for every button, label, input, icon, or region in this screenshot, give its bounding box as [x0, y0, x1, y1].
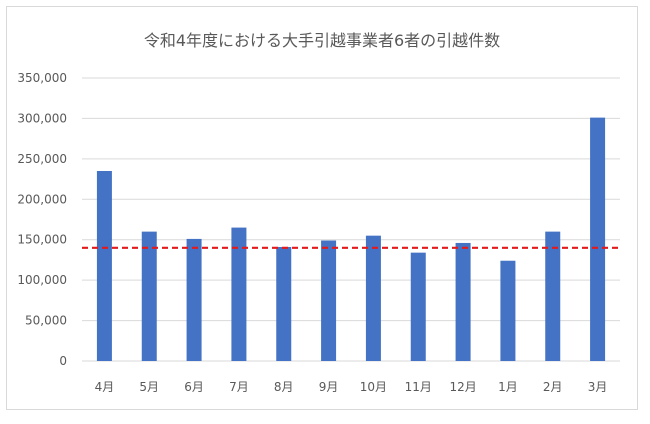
- bar: [276, 246, 292, 361]
- x-tick-label: 9月: [319, 380, 339, 394]
- x-tick-label: 5月: [139, 380, 159, 394]
- gridlines: [82, 77, 620, 362]
- x-tick-label: 10月: [360, 380, 387, 394]
- bar: [365, 235, 381, 361]
- bar: [410, 252, 426, 361]
- bar: [231, 227, 247, 361]
- bar: [500, 260, 516, 361]
- x-tick-label: 11月: [405, 380, 432, 394]
- x-tick-label: 3月: [588, 380, 608, 394]
- y-tick-label: 350,000: [17, 71, 67, 85]
- x-tick-label: 6月: [184, 380, 204, 394]
- x-tick-label: 2月: [543, 380, 563, 394]
- bars: [96, 117, 606, 362]
- bar: [141, 231, 157, 361]
- bar: [590, 117, 606, 362]
- x-tick-label: 7月: [229, 380, 249, 394]
- y-tick-label: 100,000: [17, 273, 67, 287]
- x-axis-ticks: 4月 5月 6月 7月 8月 9月 10月 11月 12月 1月 2月 3月: [95, 380, 608, 394]
- y-tick-label: 150,000: [17, 233, 67, 247]
- x-tick-label: 1月: [498, 380, 518, 394]
- x-tick-label: 12月: [449, 380, 476, 394]
- y-tick-label: 250,000: [17, 152, 67, 166]
- y-axis-ticks: 0 50,000 100,000 150,000 200,000 250,000 300,0…: [17, 71, 67, 368]
- y-tick-label: 300,000: [17, 111, 67, 125]
- chart-title: 令和4年度における大手引越事業者6者の引越件数: [144, 31, 500, 50]
- x-tick-label: 8月: [274, 380, 294, 394]
- x-tick-label: 4月: [95, 380, 115, 394]
- y-tick-label: 200,000: [17, 192, 67, 206]
- bar: [545, 231, 561, 361]
- bar: [321, 240, 337, 361]
- y-tick-label: 50,000: [25, 314, 67, 328]
- bar: [186, 238, 202, 361]
- bar: [455, 242, 471, 361]
- bar: [96, 170, 112, 361]
- y-tick-label: 0: [59, 354, 67, 368]
